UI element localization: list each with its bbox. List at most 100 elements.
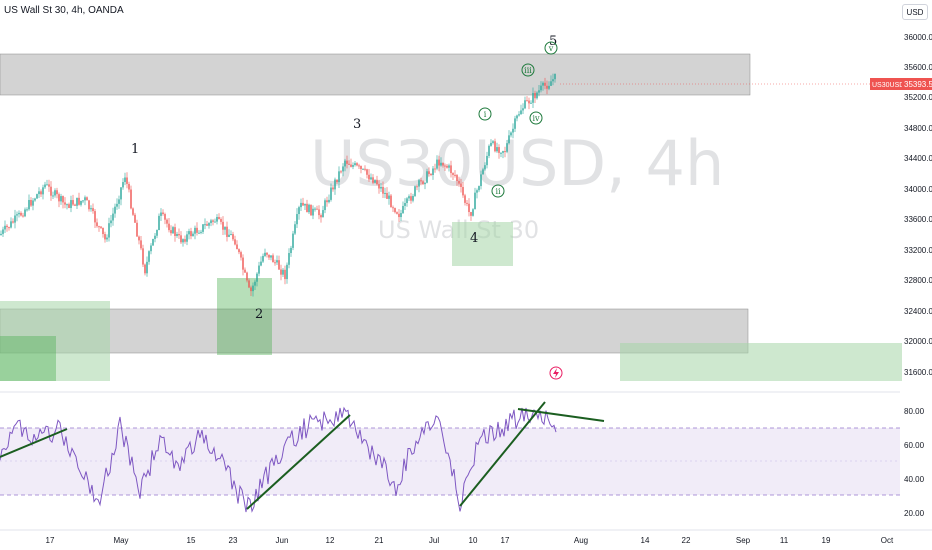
time-tick-label: 15 <box>187 536 196 545</box>
candle-body <box>472 209 474 216</box>
rsi-trendline-2 <box>246 414 351 510</box>
time-tick-label: 11 <box>780 536 789 545</box>
candle-body <box>14 215 16 223</box>
candle-body <box>118 199 120 204</box>
candle-body <box>232 234 234 240</box>
candle-body <box>382 186 384 194</box>
candle-body <box>144 264 146 274</box>
candle-body <box>176 234 178 236</box>
candle-body <box>296 214 298 225</box>
candle-body <box>248 280 250 288</box>
candle-body <box>48 184 50 187</box>
candle-body <box>256 273 258 282</box>
candle-body <box>112 213 114 221</box>
price-tick-label: 35200.0 <box>904 93 932 102</box>
demand-zone-right <box>620 343 902 381</box>
candle-body <box>158 215 160 231</box>
candle-body <box>42 187 44 195</box>
lightning-icon[interactable] <box>549 366 563 380</box>
candle-body <box>548 85 550 89</box>
candle-body <box>302 202 304 206</box>
candle-body <box>340 171 342 173</box>
time-tick-label: 12 <box>326 536 335 545</box>
candle-body <box>254 281 256 286</box>
candle-body <box>494 141 496 152</box>
candle-body <box>260 261 262 266</box>
candle-body <box>228 234 230 237</box>
candle-body <box>250 287 252 292</box>
candle-body <box>498 147 500 153</box>
candle-body <box>160 212 162 216</box>
candle-body <box>332 187 334 190</box>
candle-body <box>376 179 378 185</box>
candle-body <box>274 262 276 264</box>
candle-body <box>22 215 24 217</box>
candle-body <box>530 102 532 104</box>
resistance-zone <box>0 53 751 96</box>
candle-body <box>52 195 54 197</box>
time-tick-label: 17 <box>46 536 55 545</box>
candle-body <box>128 183 130 190</box>
price-tick-label: 31600.0 <box>904 368 932 377</box>
time-tick-label: 17 <box>501 536 510 545</box>
candle-body <box>330 187 332 200</box>
candle-body <box>182 239 184 243</box>
candle-body <box>98 226 100 228</box>
candle-body <box>58 194 60 202</box>
candle-body <box>126 177 128 184</box>
candle-body <box>482 169 484 175</box>
candle-body <box>100 226 102 228</box>
subwave-labels: i ii iii iv v <box>478 41 558 198</box>
candle-body <box>76 197 78 206</box>
candle-body <box>74 204 76 206</box>
candle-body <box>518 114 520 116</box>
candle-body <box>116 203 118 207</box>
candle-body <box>404 203 406 206</box>
candle-body <box>196 227 198 233</box>
price-axis[interactable]: 36000.0 35600.0 35200.0 34800.0 34400.0 34000… <box>904 33 932 377</box>
candle-body <box>360 166 362 170</box>
candle-body <box>414 186 416 196</box>
time-tick-label: Oct <box>881 536 894 545</box>
candle-body <box>416 186 418 188</box>
candle-body <box>212 220 214 222</box>
candle-body <box>10 221 12 228</box>
candle-body <box>328 199 330 203</box>
candle-body <box>194 227 196 234</box>
candle-body <box>338 171 340 183</box>
candle-body <box>264 252 266 256</box>
currency-button[interactable]: USD <box>902 4 928 20</box>
candle-body <box>114 206 116 214</box>
candle-body <box>94 211 96 223</box>
candle-body <box>272 255 274 263</box>
candle-body <box>292 233 294 248</box>
time-axis[interactable]: 17 May 15 23 Jun 12 21 Jul 10 17 Aug 14 22 Sep 11 19 Oct <box>46 536 894 545</box>
candle-body <box>32 200 34 206</box>
candle-body <box>344 160 346 167</box>
candle-body <box>214 221 216 223</box>
candle-body <box>238 249 240 253</box>
subwave-label-i: i <box>484 110 487 119</box>
candle-body <box>324 200 326 211</box>
candle-body <box>186 234 188 242</box>
candle-body <box>146 261 148 274</box>
candle-body <box>318 209 320 216</box>
price-tick-label: 34400.0 <box>904 154 932 163</box>
candle-body <box>468 203 470 213</box>
demand-zone-wave4 <box>452 222 513 266</box>
candle-body <box>82 200 84 202</box>
candle-body <box>270 255 272 258</box>
candle-body <box>522 108 524 111</box>
symbol-header: US Wall St 30, 4h, OANDA <box>4 5 124 16</box>
candle-body <box>460 183 462 187</box>
subwave-label-v: v <box>548 44 554 53</box>
candle-body <box>536 92 538 99</box>
candle-body <box>386 192 388 199</box>
candle-body <box>78 197 80 205</box>
candle-body <box>424 182 426 185</box>
candle-body <box>110 220 112 224</box>
candle-body <box>314 208 316 210</box>
candle-body <box>40 191 42 195</box>
candle-body <box>150 245 152 252</box>
